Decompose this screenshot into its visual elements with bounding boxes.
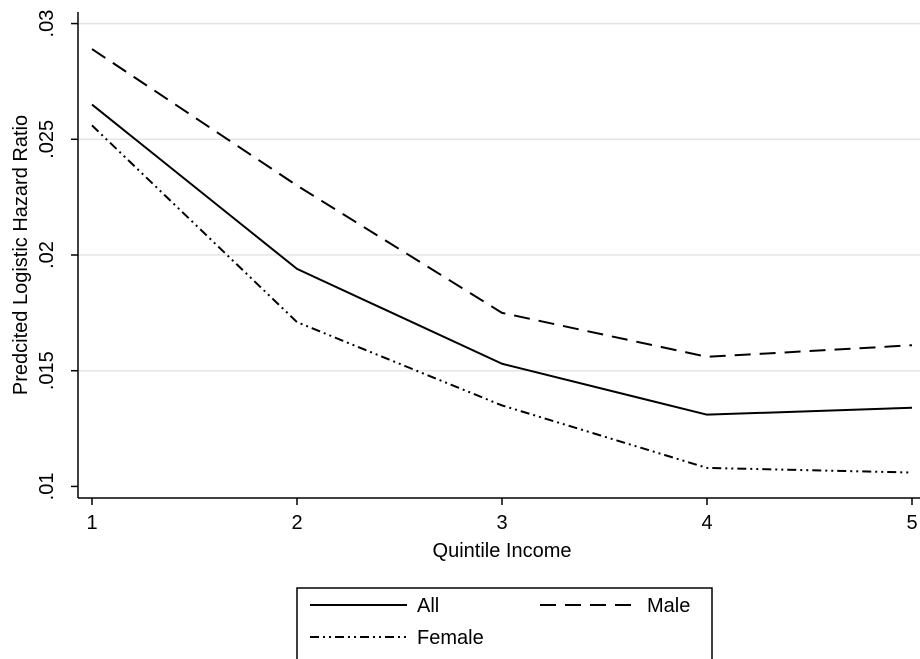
x-tick-label: 4 bbox=[701, 512, 712, 534]
legend-box bbox=[296, 587, 713, 659]
y-tick-label: .025 bbox=[36, 120, 58, 159]
x-tick-label: 1 bbox=[86, 512, 97, 534]
legend-label-male: Male bbox=[647, 595, 690, 617]
legend: All Male Female bbox=[296, 587, 713, 659]
legend-label-female: Female bbox=[417, 627, 484, 649]
y-tick-label: .03 bbox=[36, 10, 58, 38]
axes: .01 .015 .02 .025 .03 1 2 3 4 5 bbox=[36, 10, 920, 534]
legend-label-all: All bbox=[417, 595, 439, 617]
y-tick-label: .015 bbox=[36, 351, 58, 390]
y-axis-title: Predcited Logistic Hazard Ratio bbox=[10, 115, 32, 395]
y-tick-label: .01 bbox=[36, 473, 58, 501]
x-tick-label: 3 bbox=[496, 512, 507, 534]
x-axis-title: Quintile Income bbox=[433, 540, 572, 562]
series-lines bbox=[91, 48, 913, 474]
x-tick-label: 5 bbox=[906, 512, 917, 534]
y-tick-label: .02 bbox=[36, 241, 58, 269]
grid-lines bbox=[78, 22, 920, 372]
x-tick-label: 2 bbox=[291, 512, 302, 534]
